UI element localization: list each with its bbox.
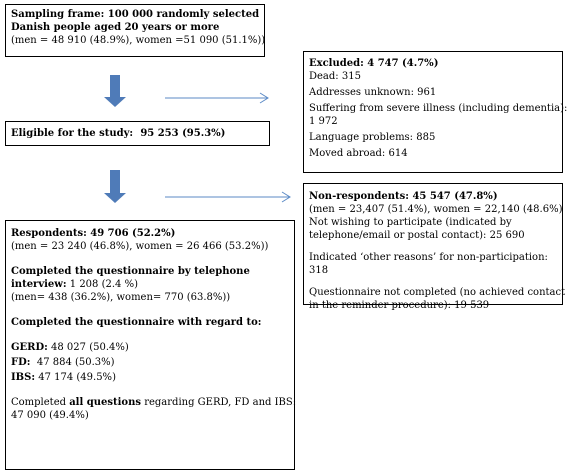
telephone-gender: (men= 438 (36.2%), women= 770 (63.8%))	[11, 292, 231, 303]
other-reasons-line-1: Indicated ‘other reasons’ for non-partic…	[309, 252, 548, 263]
respondents-gender: (men = 23 240 (46.8%), women = 26 466 (5…	[11, 241, 269, 252]
excluded-item: Moved abroad: 614	[309, 148, 408, 159]
not-wishing-line-2: telephone/email or postal contact): 25 6…	[309, 230, 525, 241]
excluded-item: Dead: 315	[309, 71, 361, 82]
excluded-item: 1 972	[309, 116, 338, 127]
other-reasons-line-2: 318	[309, 265, 329, 276]
regard-title: Completed the questionnaire with regard …	[11, 317, 262, 328]
down-arrow-2	[104, 170, 126, 203]
all-post: regarding GERD, FD and IBS:	[141, 397, 297, 408]
telephone-title-1: Completed the questionnaire by telephone	[11, 266, 250, 277]
sampling-line-2: Danish people aged 20 years or more	[11, 22, 220, 33]
not-completed-line-2: in the reminder procedure): 19 539	[309, 300, 490, 311]
ibs-label: IBS:	[11, 372, 36, 383]
all-bold: all questions	[69, 397, 142, 408]
all-questions-line: Completed all questions regarding GERD, …	[11, 396, 296, 409]
down-arrow-1	[104, 75, 126, 107]
sampling-line-1: Sampling frame: 100 000 randomly selecte…	[11, 9, 260, 20]
gerd-value: 48 027 (50.4%)	[47, 342, 129, 353]
excluded-title: Excluded: 4 747 (4.7%)	[309, 58, 439, 69]
sampling-gender: (men = 48 910 (48.9%), women =51 090 (51…	[11, 35, 266, 46]
telephone-title-2-bold: interview:	[11, 279, 67, 290]
not-wishing-line-1: Not wishing to participate (indicated by	[309, 217, 512, 228]
all-questions-value: 47 090 (49.4%)	[11, 410, 89, 421]
sampling-frame-box: Sampling frame: 100 000 randomly selecte…	[5, 4, 265, 57]
nonrespondents-gender: (men = 23,407 (51.4%), women = 22,140 (4…	[309, 204, 563, 215]
telephone-title-2-rest: 1 208 (2.4 %)	[66, 279, 138, 290]
nonrespondents-box: Non-respondents: 45 547 (47.8%) (men = 2…	[303, 183, 566, 311]
respondents-title: Respondents: 49 706 (52.2%)	[11, 228, 176, 239]
telephone-title-2: interview: 1 208 (2.4 %)	[11, 278, 289, 291]
side-arrow-2	[165, 191, 291, 203]
ibs-line: IBS: 47 174 (49.5%)	[11, 371, 289, 384]
fd-line: FD: 47 884 (50.3%)	[11, 356, 289, 369]
nonrespondents-title: Non-respondents: 45 547 (47.8%)	[309, 191, 498, 202]
eligible-label: Eligible for the study:	[11, 128, 134, 139]
excluded-item: Language problems: 885	[309, 132, 436, 143]
all-pre: Completed	[11, 397, 70, 408]
side-arrow-1	[165, 92, 269, 104]
excluded-box: Excluded: 4 747 (4.7%) Dead: 315 Address…	[303, 51, 568, 173]
ibs-value: 47 174 (49.5%)	[35, 372, 116, 383]
gerd-label: GERD:	[11, 342, 48, 353]
fd-value: 47 884 (50.3%)	[30, 357, 115, 368]
respondents-box: Respondents: 49 706 (52.2%) (men = 23 24…	[5, 220, 296, 470]
excluded-item: Suffering from severe illness (including…	[309, 103, 568, 114]
fd-label: FD:	[11, 357, 31, 368]
not-completed-line-1: Questionnaire not completed (no achieved…	[309, 287, 566, 298]
eligible-value: 95 253 (95.3%)	[140, 128, 226, 139]
excluded-item: Addresses unknown: 961	[309, 87, 437, 98]
eligible-box: Eligible for the study: 95 253 (95.3%)	[5, 121, 270, 146]
gerd-line: GERD: 48 027 (50.4%)	[11, 341, 289, 354]
